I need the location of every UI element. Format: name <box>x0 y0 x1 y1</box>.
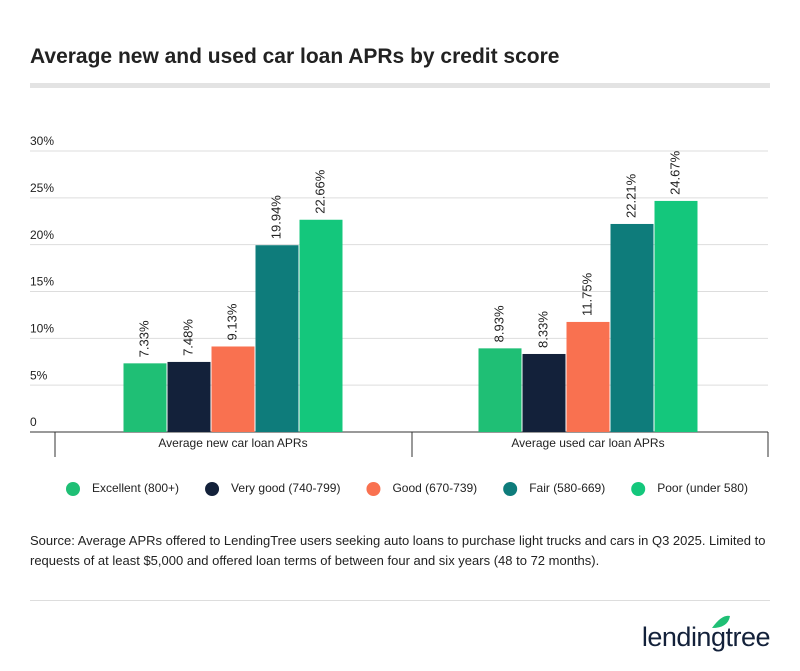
value-label: 24.67% <box>667 150 682 195</box>
legend-label: Very good (740-799) <box>231 481 340 495</box>
legend-swatch <box>503 482 518 496</box>
bar <box>255 245 299 432</box>
legend-swatch <box>631 482 646 496</box>
bar <box>566 321 610 432</box>
bar <box>610 223 654 432</box>
bar <box>167 361 211 432</box>
legend-label: Poor (under 580) <box>657 481 748 495</box>
bar <box>654 200 698 432</box>
bar <box>478 348 522 432</box>
value-label: 22.21% <box>623 173 638 218</box>
x-tick-label: Average new car loan APRs <box>158 436 307 450</box>
legend-swatch <box>66 482 80 496</box>
logo: lendingtree <box>641 622 771 652</box>
y-tick-label: 5% <box>30 368 48 382</box>
bar <box>299 219 343 432</box>
title-rule <box>30 83 770 88</box>
y-tick-label: 0 <box>30 415 37 429</box>
footer-rule <box>30 600 770 601</box>
y-tick-label: 10% <box>30 322 54 336</box>
x-tick-label: Average used car loan APRs <box>511 436 664 450</box>
source-note: Source: Average APRs offered to LendingT… <box>30 533 766 568</box>
value-label: 11.75% <box>579 272 594 316</box>
bar <box>123 363 167 432</box>
logo-leaf <box>712 615 730 628</box>
value-label: 9.13% <box>224 303 239 340</box>
legend-swatch <box>205 482 220 496</box>
legend-label: Excellent (800+) <box>92 481 179 495</box>
value-label: 8.93% <box>491 305 506 342</box>
legend-swatch <box>366 482 381 496</box>
bar <box>211 346 255 432</box>
bar <box>522 353 566 432</box>
value-label: 22.66% <box>312 169 327 214</box>
chart-title: Average new and used car loan APRs by cr… <box>30 45 560 68</box>
y-tick-label: 15% <box>30 275 54 289</box>
y-tick-label: 20% <box>30 228 54 242</box>
legend-label: Good (670-739) <box>392 481 477 495</box>
y-tick-label: 25% <box>30 181 54 195</box>
y-tick-label: 30% <box>30 134 54 148</box>
legend-label: Fair (580-669) <box>529 481 605 495</box>
value-label: 19.94% <box>268 195 283 240</box>
value-label: 7.33% <box>136 320 151 357</box>
value-label: 7.48% <box>180 319 195 356</box>
value-label: 8.33% <box>535 311 550 348</box>
